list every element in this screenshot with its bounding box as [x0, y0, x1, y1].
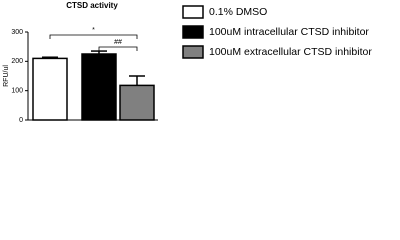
significance-label: *: [92, 27, 95, 34]
bar: [32, 57, 68, 121]
legend-swatch: [182, 5, 204, 19]
bar: [81, 53, 117, 121]
chart: CTSD activity RFU/ul 0 100 200 300 0.1% DMSO…: [3, 1, 372, 124]
significance-bracket: [49, 34, 138, 39]
legend-label: 0.1% DMSO: [209, 6, 267, 18]
y-tick-label: 300: [11, 29, 23, 36]
y-tick-label: 200: [11, 58, 23, 65]
legend-label: 100uM extracellular CTSD inhibitor: [209, 46, 372, 58]
bar: [119, 84, 155, 121]
significance-label: ##: [114, 39, 122, 46]
chart-title: CTSD activity: [66, 1, 118, 10]
y-axis-label: RFU/ul: [3, 65, 10, 87]
legend-label: 100uM intracellular CTSD inhibitor: [209, 26, 369, 38]
legend-swatch: [182, 45, 204, 59]
y-tick-label: 0: [19, 117, 23, 124]
legend-swatch: [182, 25, 204, 39]
significance-bracket: [98, 46, 138, 51]
y-tick-label: 100: [11, 88, 23, 95]
